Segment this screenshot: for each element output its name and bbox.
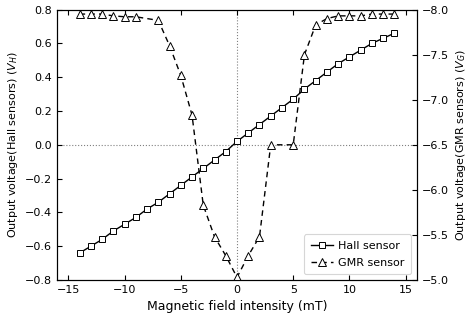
GMR sensor xyxy=(324,17,330,20)
GMR sensor xyxy=(369,12,375,16)
Hall sensor xyxy=(167,192,173,196)
Hall sensor xyxy=(324,70,330,74)
GMR sensor xyxy=(223,254,228,258)
GMR sensor xyxy=(122,15,128,19)
Hall sensor xyxy=(201,167,206,170)
Hall sensor xyxy=(178,183,183,187)
GMR sensor xyxy=(392,12,397,16)
GMR sensor xyxy=(212,235,218,239)
GMR sensor xyxy=(77,12,82,16)
Hall sensor xyxy=(392,31,397,35)
GMR sensor xyxy=(346,14,352,18)
Hall sensor xyxy=(279,106,285,109)
Line: Hall sensor: Hall sensor xyxy=(76,30,398,256)
GMR sensor xyxy=(380,12,386,16)
Hall sensor xyxy=(189,175,195,179)
Hall sensor xyxy=(99,238,105,241)
GMR sensor xyxy=(301,53,307,56)
Hall sensor xyxy=(212,158,218,162)
Hall sensor xyxy=(313,79,319,83)
GMR sensor xyxy=(234,275,240,279)
GMR sensor xyxy=(167,44,173,48)
GMR sensor xyxy=(291,143,296,147)
Hall sensor xyxy=(256,122,262,126)
GMR sensor xyxy=(335,14,341,18)
Hall sensor xyxy=(301,87,307,91)
Hall sensor xyxy=(144,207,150,211)
Hall sensor xyxy=(369,41,375,45)
Hall sensor xyxy=(155,200,161,204)
Hall sensor xyxy=(346,55,352,59)
GMR sensor xyxy=(110,14,116,18)
Hall sensor xyxy=(77,251,82,255)
Hall sensor xyxy=(110,229,116,233)
Y-axis label: Output voltage(Hall sensors) ($V_H$): Output voltage(Hall sensors) ($V_H$) xyxy=(6,51,19,238)
Hall sensor xyxy=(234,139,240,143)
Line: GMR sensor: GMR sensor xyxy=(75,10,399,281)
GMR sensor xyxy=(155,19,161,22)
Hall sensor xyxy=(380,36,386,40)
GMR sensor xyxy=(358,14,364,18)
Hall sensor xyxy=(335,62,341,66)
GMR sensor xyxy=(246,254,251,258)
GMR sensor xyxy=(189,113,195,117)
GMR sensor xyxy=(313,23,319,27)
Hall sensor xyxy=(291,97,296,101)
GMR sensor xyxy=(178,73,183,77)
X-axis label: Magnetic field intensity (mT): Magnetic field intensity (mT) xyxy=(147,300,327,314)
GMR sensor xyxy=(99,12,105,16)
Y-axis label: Output voltage(GMR sensors) ($V_G$): Output voltage(GMR sensors) ($V_G$) xyxy=(455,49,468,241)
Hall sensor xyxy=(358,48,364,52)
Hall sensor xyxy=(122,222,128,226)
Hall sensor xyxy=(268,114,273,118)
Hall sensor xyxy=(88,244,94,248)
GMR sensor xyxy=(201,203,206,207)
GMR sensor xyxy=(268,143,273,147)
Legend: Hall sensor, GMR sensor: Hall sensor, GMR sensor xyxy=(304,234,411,274)
GMR sensor xyxy=(88,12,94,16)
Hall sensor xyxy=(223,150,228,153)
GMR sensor xyxy=(256,235,262,239)
Hall sensor xyxy=(246,131,251,135)
GMR sensor xyxy=(133,15,139,19)
Hall sensor xyxy=(133,216,139,219)
